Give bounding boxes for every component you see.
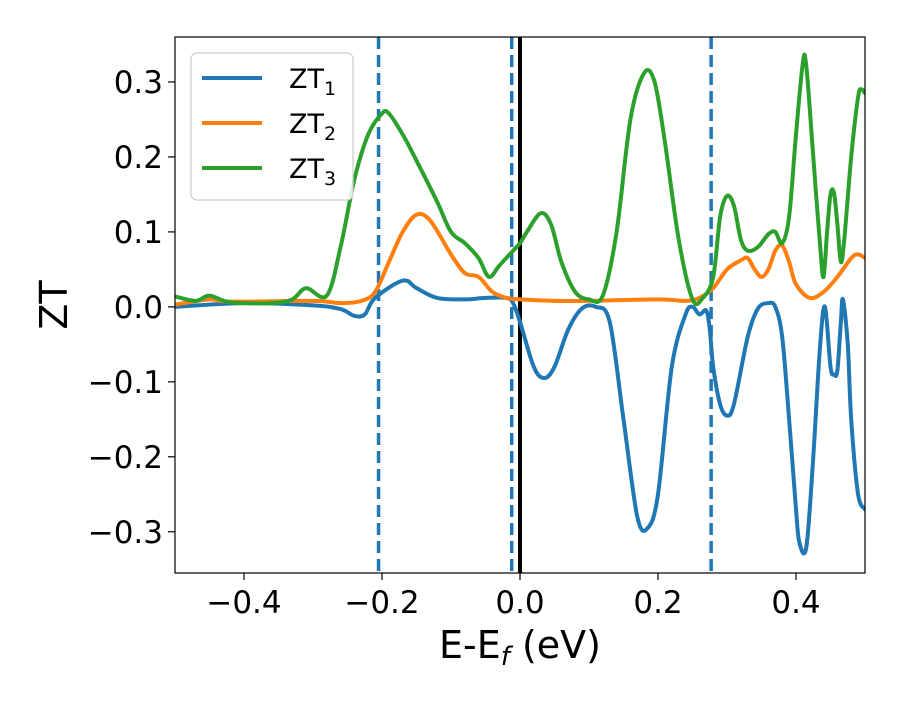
series-line-3 (175, 52, 865, 307)
y-tick-label: 0.0 (114, 290, 163, 326)
series-line-1 (175, 278, 865, 556)
x-tick-label: −0.4 (206, 585, 281, 621)
series-layer (175, 52, 865, 556)
x-tick-label: −0.2 (344, 585, 419, 621)
y-tick-label: 0.2 (114, 140, 163, 176)
y-tick-label: −0.3 (88, 515, 163, 551)
y-tick-label: 0.3 (114, 65, 163, 101)
legend-label-2: ZT2 (289, 109, 336, 145)
x-tick-label: 0.2 (633, 585, 682, 621)
legend-label-3: ZT3 (289, 154, 336, 190)
y-tick-label: −0.2 (88, 440, 163, 476)
y-tick-label: 0.1 (114, 215, 163, 251)
x-tick-label: 0.0 (495, 585, 544, 621)
x-tick-label: 0.4 (771, 585, 820, 621)
vertical-lines (376, 37, 713, 573)
series-line-2 (175, 211, 865, 307)
x-axis-ticks: −0.4 −0.2 0.0 0.2 0.4 (206, 573, 821, 621)
legend-label-1: ZT1 (289, 64, 336, 100)
y-axis-ticks: 0.3 0.2 0.1 0.0 −0.1 −0.2 −0.3 (88, 65, 175, 551)
legend: ZT1 ZT2 ZT3 (190, 52, 354, 201)
legend-frame (190, 52, 354, 201)
y-axis-label: ZT (32, 280, 76, 330)
x-axis-label: E-Ef (eV) (439, 623, 601, 672)
y-tick-label: −0.1 (88, 365, 163, 401)
